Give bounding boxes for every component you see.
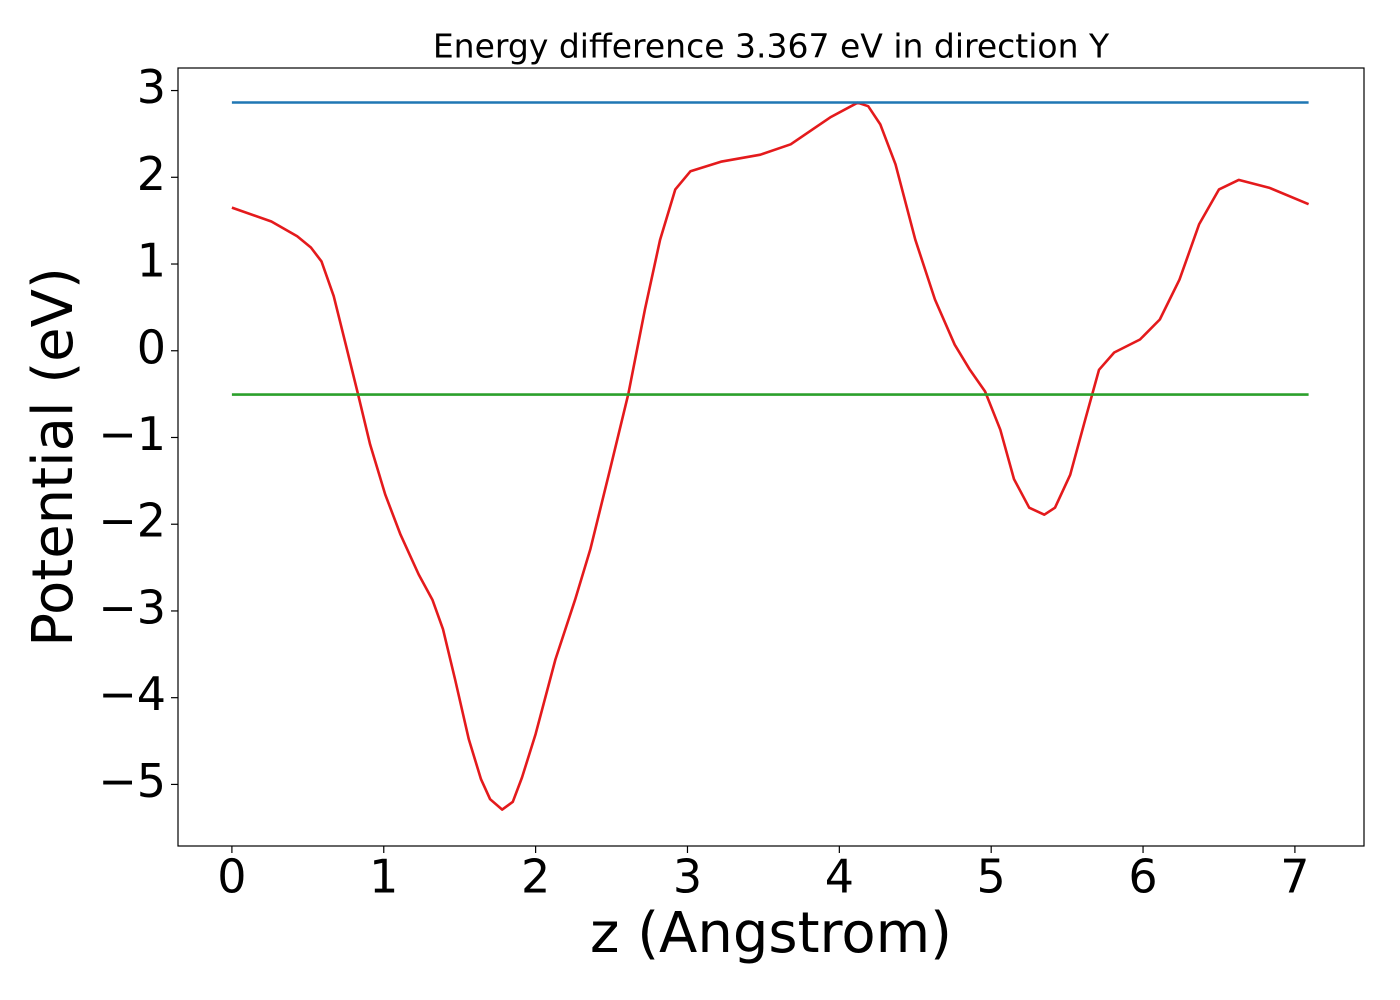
plot-frame <box>177 67 1365 847</box>
x-tick-label: 1 <box>369 850 398 904</box>
x-tick-label: 2 <box>521 850 550 904</box>
x-axis-label: z (Angstrom) <box>590 901 952 966</box>
x-tick-label: 3 <box>673 850 702 904</box>
y-tick-label: −4 <box>98 667 166 721</box>
y-tick-label: 2 <box>137 147 166 201</box>
y-tick-label: 0 <box>137 320 166 374</box>
y-tick-label: 3 <box>137 60 166 114</box>
y-axis-label: Potential (eV) <box>21 267 86 647</box>
x-tick-label: 4 <box>825 850 854 904</box>
line-series <box>231 101 1310 811</box>
y-tick-label: −3 <box>98 580 166 634</box>
x-tick-label: 7 <box>1280 850 1309 904</box>
y-tick-label: −2 <box>98 494 166 548</box>
x-tick-label: 5 <box>977 850 1006 904</box>
y-tick-label: 1 <box>137 234 166 288</box>
chart-title: Energy difference 3.367 eV in direction … <box>433 27 1110 66</box>
y-tick-label: −5 <box>98 754 166 808</box>
x-tick-label: 6 <box>1128 850 1157 904</box>
y-tick-label: −1 <box>98 407 166 461</box>
x-tick-label: 0 <box>217 850 246 904</box>
